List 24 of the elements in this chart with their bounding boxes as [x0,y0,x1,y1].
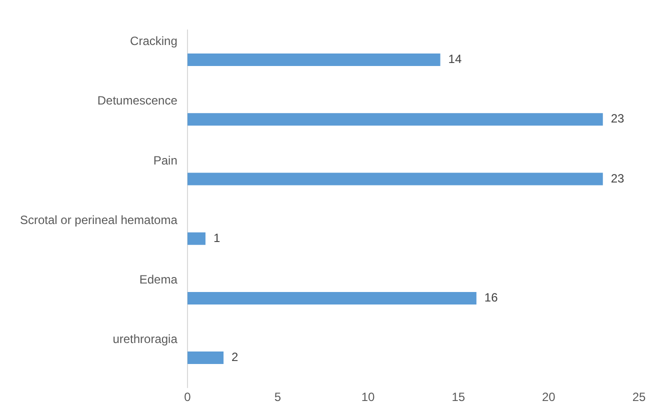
x-tick-label: 25 [632,390,646,404]
data-label: 16 [484,290,498,305]
data-label: 14 [448,52,462,66]
x-tick-label: 20 [542,390,556,404]
x-tick-label: 0 [184,390,192,404]
bar [187,113,603,126]
x-tick-label: 10 [361,390,376,404]
y-tick-label: Edema [139,272,178,287]
data-label: 2 [232,350,239,364]
bar [187,54,440,66]
y-tick-label: Scrotal or perineal hematoma [20,212,178,227]
y-tick-label: Cracking [130,34,178,48]
data-label: 23 [610,112,625,126]
bar [187,292,476,304]
y-tick-label: urethroragia [112,332,178,346]
y-tick-label: Detumescence [97,94,178,108]
bar [187,232,206,245]
y-tick-label: Pain [153,153,178,168]
bar [187,352,224,364]
data-label: 23 [610,171,625,186]
data-label: 1 [213,230,220,245]
x-tick-label: 15 [452,390,466,404]
x-tick-label: 5 [274,390,282,404]
bar [187,172,603,186]
